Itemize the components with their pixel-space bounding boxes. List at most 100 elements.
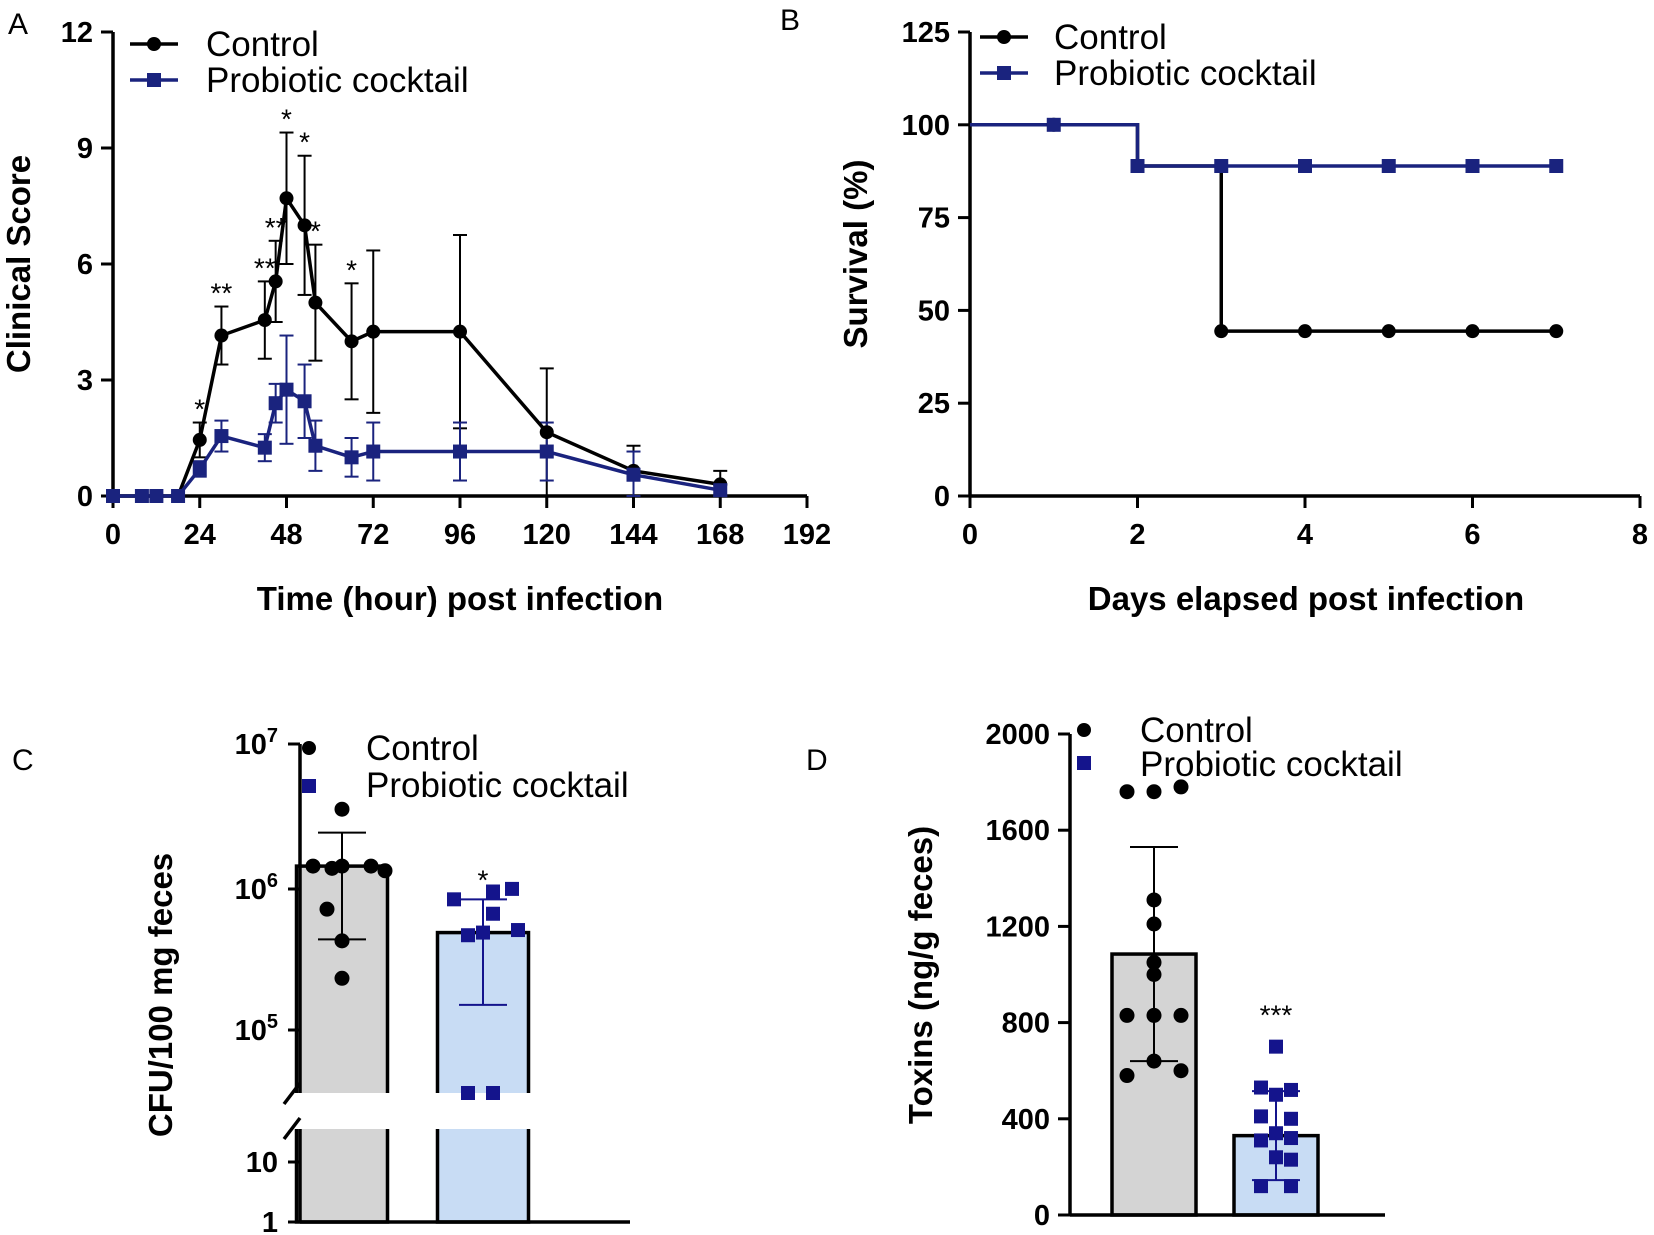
panel-d-probiotic-point [1269,1039,1283,1054]
panel-d-probiotic-point [1254,1179,1268,1194]
panel-a-probiotic-point [297,394,312,409]
panel-c-y-axis-title: CFU/100 mg feces [142,853,179,1137]
panel-a-probiotic-point [713,483,728,498]
panel-d-probiotic-point [1254,1133,1268,1148]
panel-d-y-axis-title: Toxins (ng/g feces) [902,826,939,1124]
panel-d-control-point [1173,1007,1189,1023]
panel-a-probiotic-point [192,461,207,476]
panel-a-probiotic-point [149,489,164,503]
panel-b-probiotic-point [1381,159,1396,174]
panel-label-b: B [780,4,800,37]
panel-a-control-point [192,432,207,447]
panel-a-control-point [308,295,323,310]
panel-b-y-axis-title: Survival (%) [837,160,874,349]
panel-label-c: C [12,744,34,777]
panel-a-probiotic-point [171,489,186,503]
panel-a-x-tick-label: 24 [184,519,216,551]
panel-label-a: A [8,8,28,41]
panel-a-y-tick-label: 3 [77,365,93,397]
panel-a-probiotic-point [453,444,467,459]
panel-c-axis-break-mark-1 [282,1081,302,1106]
panel-c-control-point [377,863,393,879]
panel-b-x-tick-label: 2 [1129,519,1145,551]
panel-a-control-point [214,328,229,343]
panel-c-legend-probiotic: Probiotic cocktail [366,766,629,805]
panel-d-probiotic-point [1254,1080,1268,1095]
panel-b-y-tick-label: 0 [934,481,950,513]
panel-a-x-tick-label: 72 [357,519,389,551]
panel-c-y-tick-label: 105 [235,1011,278,1047]
panel-d-probiotic-point [1284,1131,1298,1146]
panel-b-legend-control: Control [1054,18,1167,57]
panel-c-probiotic-point [486,884,500,899]
panel-a-significance-marker: ** [254,252,276,283]
panel-c-axis-break-mark-2 [282,1116,302,1141]
panel-c-control-point [334,801,350,817]
panel-a-y-tick-label: 6 [77,249,93,281]
panel-b-control-point [1549,324,1564,339]
panel-b-x-tick-label: 0 [962,519,978,551]
panel-a-legend: Control Probiotic cocktail [130,25,469,100]
panel-a-control-point [268,274,283,289]
panel-label-d: D [806,744,828,777]
panel-c-y-tick-label: 10 [246,1147,278,1179]
panel-a-y-axis-title: Clinical Score [0,155,37,373]
panel-d-control-point [1173,1063,1189,1079]
panel-a-control-point [539,425,554,440]
panel-b-y-tick-label: 125 [902,17,950,49]
panel-c-y-tick-label: 106 [235,870,278,906]
panel-c-probiotic-point [486,906,500,921]
panel-a-probiotic-point [344,450,359,465]
panel-a-probiotic-point [308,438,323,453]
panel-d-probiotic-point [1254,1109,1268,1124]
panel-b-control-point [1298,324,1312,339]
panel-c-control-point [363,858,379,874]
panel-a-significance-marker: * [299,127,310,158]
panel-a-probiotic-point [626,467,641,482]
panel-c-probiotic-point [486,1086,500,1100]
panel-b-probiotic-point [1046,117,1061,132]
panel-a-control-point [344,334,359,349]
panel-b-legend: Control Probiotic cocktail [980,18,1317,93]
panel-a-control-point [257,313,272,328]
panel-b-probiotic-point [1298,159,1312,174]
panel-a-x-tick-label: 168 [696,519,744,551]
panel-a-legend-probiotic-marker [147,73,161,87]
panel-b-y-tick-label: 50 [918,295,950,327]
panel-b-legend-probiotic-marker [997,66,1011,80]
panel-a-legend-probiotic: Probiotic cocktail [206,61,469,100]
panel-b-probiotic-point [1549,159,1564,174]
panel-a-probiotic-point [257,440,272,455]
panel-a-x-tick-label: 48 [270,519,302,551]
panel-c-legend-control-marker [302,741,316,755]
panel-c-control-point [319,901,335,917]
panel-a-y-tick-label: 12 [61,17,93,49]
panel-a-probiotic-point [366,444,381,459]
panel-a-control-point [279,191,294,206]
panel-b-x-tick-label: 4 [1297,519,1313,551]
panel-a-probiotic-point [106,489,120,503]
panel-b-control-point [1465,324,1480,339]
panel-a-x-tick-label: 144 [609,519,657,551]
panel-a-y-tick-label: 0 [77,481,93,513]
panel-a-significance-marker: * [194,394,205,425]
panel-a-probiotic-point [214,429,229,444]
panel-d-legend-probiotic-marker [1077,756,1091,770]
panel-c-axis-break-gap [255,1093,655,1129]
panel-b-probiotic-point [1465,159,1480,174]
panel-b-x-axis-title: Days elapsed post infection [1088,580,1524,617]
panel-b-x-tick-label: 8 [1632,519,1648,551]
panel-c-probiotic-point [461,928,475,943]
panel-c-bar-chart: 107 106 105 10 1 * CFU/100 mg feces Control … [142,725,655,1235]
panel-c-control-point [334,933,350,949]
panel-c-y-tick-label: 1 [262,1207,278,1235]
panel-b-legend-probiotic: Probiotic cocktail [1054,54,1317,93]
panel-d-control-point [1119,784,1135,800]
panel-d-legend-control: Control [1140,711,1253,750]
panel-d-y-tick-label: 800 [1002,1008,1050,1040]
panel-d-control-point [1146,784,1162,800]
panel-d-probiotic-point [1284,1152,1298,1167]
panel-b-y-tick-label: 75 [918,203,950,235]
panel-a-probiotic-point [539,444,554,459]
